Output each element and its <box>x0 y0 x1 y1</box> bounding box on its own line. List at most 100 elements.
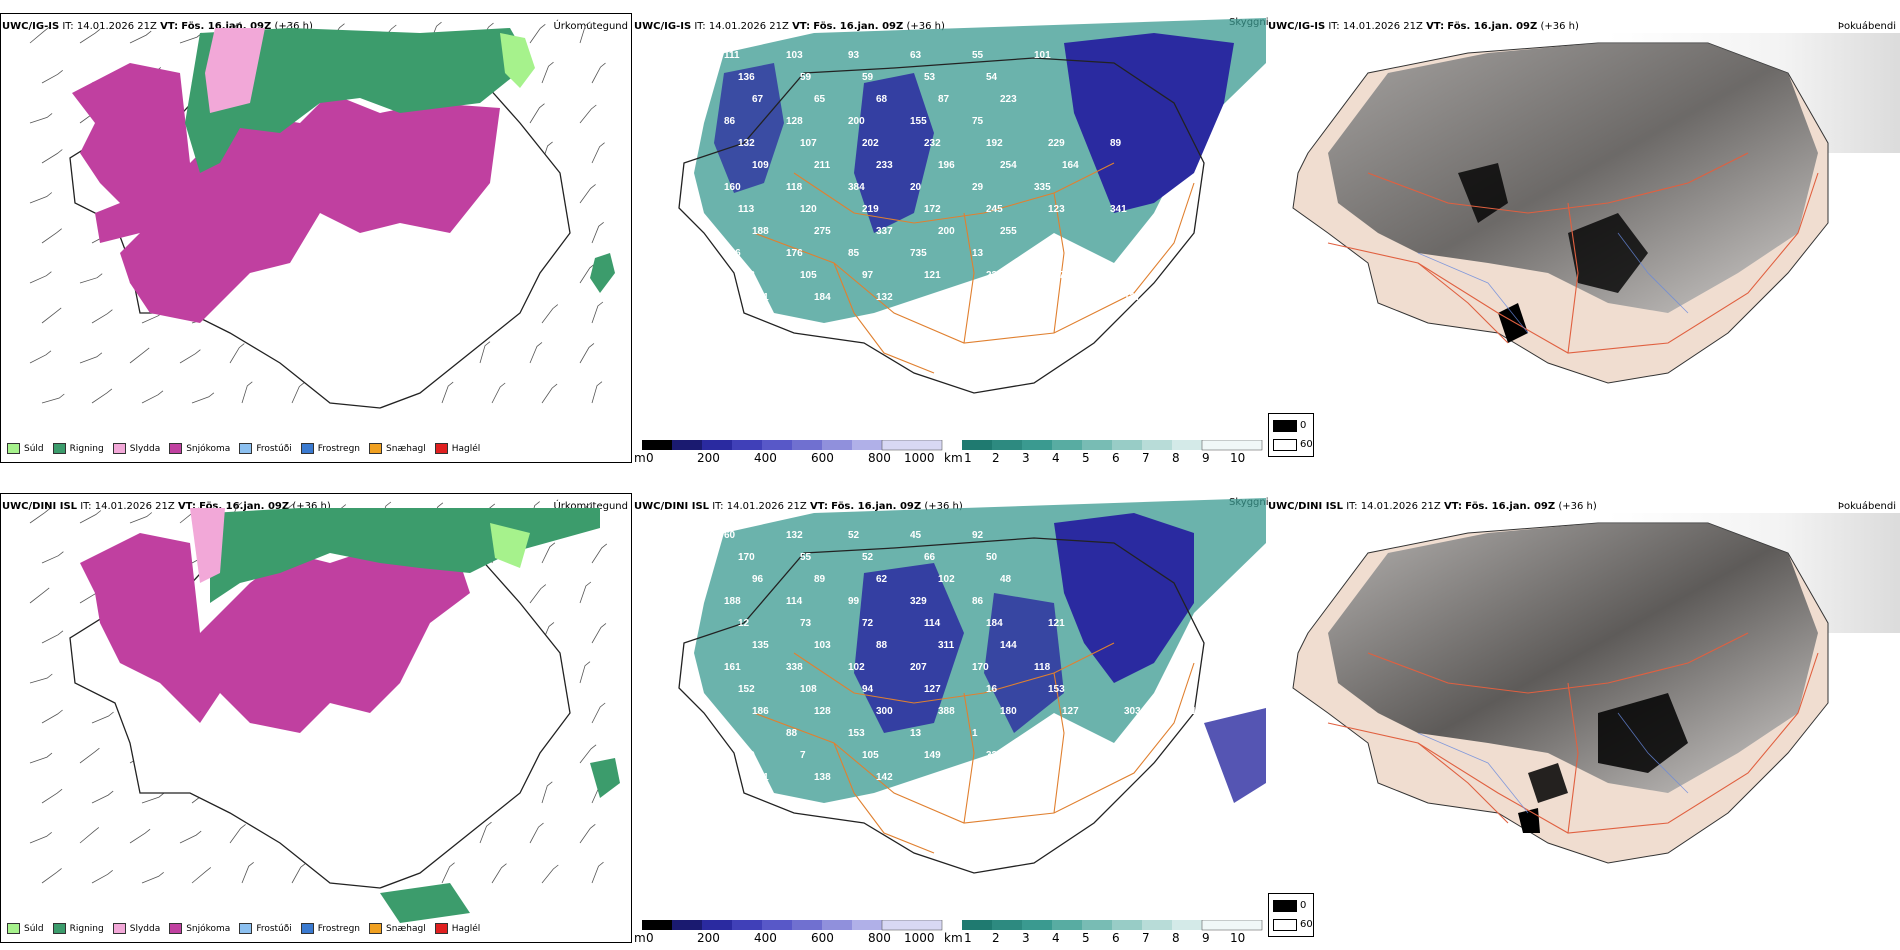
value-label: 59 <box>800 72 812 83</box>
value-label: 176 <box>786 248 803 259</box>
wind-barb <box>541 542 556 564</box>
value-label: 229 <box>1048 138 1065 149</box>
height-unit: m <box>634 451 646 465</box>
value-label: 105 <box>800 270 817 281</box>
legend-swatch-freezing-drizzle <box>239 443 253 454</box>
value-label: 108 <box>800 684 817 695</box>
road-network <box>1327 632 1819 834</box>
wind-barb <box>91 790 114 804</box>
legend-swatch-hail <box>434 923 448 934</box>
road-network <box>753 642 1195 854</box>
value-label: 152 <box>738 684 755 695</box>
wind-barb <box>91 711 114 724</box>
value-label: 184 <box>814 292 831 303</box>
value-label: 245 <box>986 204 1003 215</box>
wind-barb <box>591 301 604 324</box>
value-label: 97 <box>862 270 874 281</box>
value-label: 311 <box>938 640 955 651</box>
legend-item: Súld <box>7 923 44 934</box>
value-label: 89 <box>1110 138 1122 149</box>
header-row2-precip: UWC/DINI ISL IT: 14.01.2026 21Z VT: Fös.… <box>2 501 331 512</box>
value-label: 87 <box>938 94 950 105</box>
wind-barb <box>291 382 305 404</box>
value-label: 29 <box>972 182 984 193</box>
wind-barb <box>479 341 491 364</box>
wind-barb <box>591 62 606 84</box>
value-label: 128 <box>786 116 803 127</box>
value-label: 114 <box>786 596 803 607</box>
wind-barb <box>541 864 559 884</box>
value-label: 89 <box>814 574 826 585</box>
wind-barb <box>91 309 113 324</box>
init-time: 14.01.2026 21Z <box>94 501 175 512</box>
value-label: 303 <box>1124 706 1141 717</box>
value-label: 388 <box>938 706 955 717</box>
value-label: 139 <box>1000 292 1017 303</box>
value-label: 127 <box>1124 292 1141 303</box>
value-label: 172 <box>924 204 941 215</box>
drizzle-area <box>500 33 535 88</box>
value-label: 327 <box>986 750 1003 761</box>
value-label: 111 <box>724 50 740 61</box>
wind-barb <box>41 709 63 724</box>
valid-time: Fös. 16.jan. 09Z <box>181 21 272 32</box>
wind-barb <box>591 142 605 164</box>
wind-barb <box>191 392 215 404</box>
height-colorbar: m 0 200 400 600 800 1000 <box>634 920 944 950</box>
wind-barb <box>491 863 507 884</box>
value-label: 103 <box>814 640 831 651</box>
rain-patch-s <box>380 883 470 923</box>
drizzle-area <box>490 523 530 568</box>
value-label: 118 <box>1034 662 1051 673</box>
legend-item: Súld <box>7 443 44 454</box>
wind-barb <box>591 861 604 884</box>
value-label: 67 <box>752 94 764 105</box>
value-label: 735 <box>910 248 927 259</box>
wind-barb <box>41 149 63 164</box>
legend-swatch-rain <box>52 443 66 454</box>
value-label: 55 <box>800 552 812 563</box>
wind-barb <box>579 104 597 124</box>
snow-area <box>72 63 500 323</box>
wind-barb <box>41 551 64 564</box>
value-label: 252 <box>1062 292 1079 303</box>
wind-barb <box>529 342 543 364</box>
legend-item: Slydda <box>112 443 160 454</box>
value-label: 127 <box>1062 706 1079 717</box>
legend-swatch-freezing-rain <box>300 443 314 454</box>
wind-barb <box>579 263 596 284</box>
wind-barb <box>541 61 554 84</box>
value-label: 132 <box>786 530 803 541</box>
wind-barb <box>41 69 63 84</box>
value-label: 170 <box>972 662 989 673</box>
value-label: 275 <box>814 226 831 237</box>
value-label: 132 <box>738 138 755 149</box>
wind-barb <box>129 347 150 364</box>
value-label: 50 <box>986 552 998 563</box>
sleet-area <box>190 508 225 583</box>
value-label: 52 <box>848 530 860 541</box>
value-label: 184 <box>986 618 1003 629</box>
value-label: 62 <box>1048 750 1060 761</box>
wind-barb <box>29 673 53 684</box>
legend-swatch-graupel <box>369 923 383 934</box>
value-label: 129 <box>738 750 755 761</box>
wind-barb <box>29 192 53 204</box>
wind-barb <box>579 343 595 364</box>
value-label: 13 <box>972 248 984 259</box>
value-label: 202 <box>938 292 955 303</box>
value-label: 192 <box>986 138 1003 149</box>
wind-barb <box>41 868 62 884</box>
fog-swatch-white <box>1273 919 1297 931</box>
model-name: UWC/DINI ISL <box>2 501 78 512</box>
header-row1-clouds: UWC/IG-IS IT: 14.01.2026 21Z VT: Fös. 16… <box>634 21 945 32</box>
init-time: 14.01.2026 21Z <box>76 21 157 32</box>
value-label: 149 <box>924 750 941 761</box>
value-label: 138 <box>814 772 831 783</box>
wind-barb <box>29 831 52 844</box>
precip-map-row2 <box>0 493 632 943</box>
legend-item: Snæhagl <box>369 923 426 934</box>
value-label: 186 <box>752 706 769 717</box>
height-colorbar: m 0 200 400 600 800 1000 <box>634 440 944 470</box>
